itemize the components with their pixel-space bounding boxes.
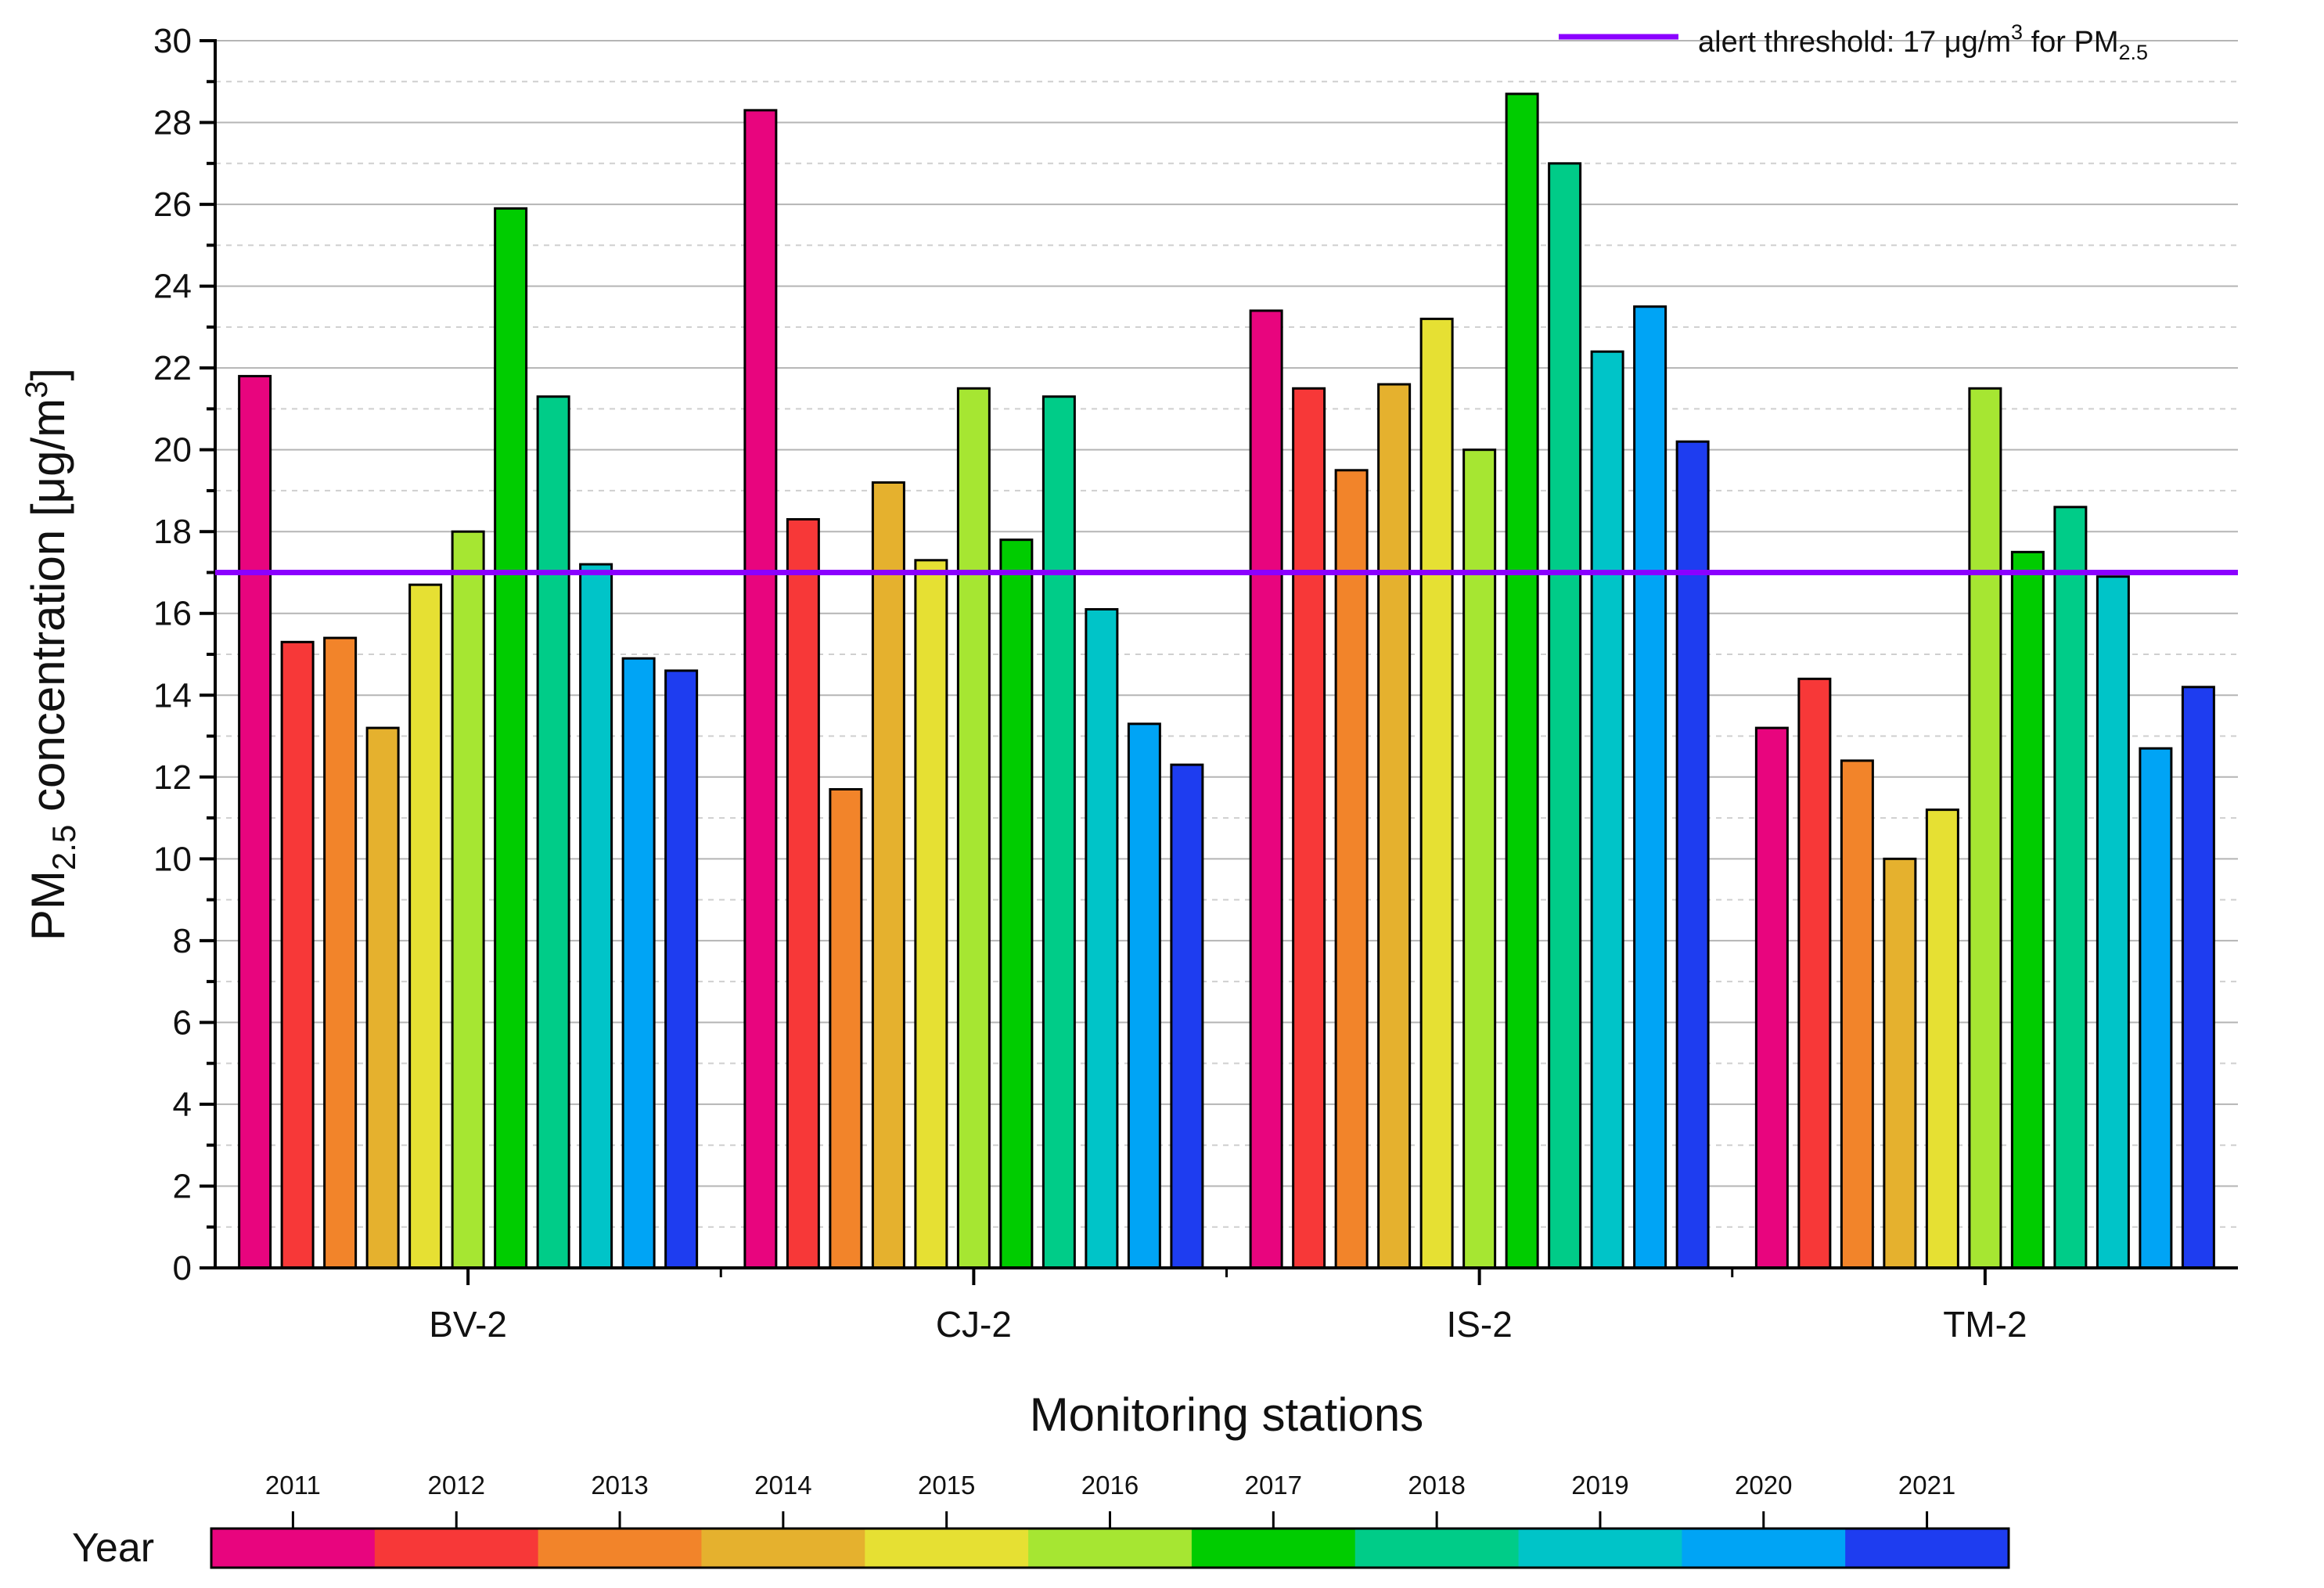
y-tick-label: 8: [173, 922, 192, 960]
colorbar-outline: [210, 1527, 2010, 1569]
bar-bv-2-2014: [365, 726, 400, 1269]
colorbar-swatch-2015: [865, 1529, 1029, 1568]
bar-tm-2-2020: [2139, 747, 2173, 1269]
colorbar-swatch-2016: [1028, 1529, 1193, 1568]
bar-tm-2-2014: [1883, 857, 1917, 1269]
bar-bv-2-2013: [323, 636, 358, 1269]
colorbar-swatch-2013: [538, 1529, 702, 1568]
bar-tm-2-2015: [1925, 808, 1959, 1269]
y-tick-label: 4: [173, 1086, 192, 1124]
y-tick-label: 6: [173, 1003, 192, 1042]
bar-tm-2-2019: [2096, 575, 2130, 1269]
y-tick-label: 12: [153, 758, 192, 797]
y-axis-title: PM2.5 concentration [μg/m3]: [20, 368, 82, 941]
y-tick-label: 2: [173, 1167, 192, 1205]
legend: alert threshold: 17 μg/m3 for PM2.5: [1559, 20, 2148, 64]
bars: [238, 92, 2215, 1269]
colorbar-label-2016: 2016: [1081, 1471, 1139, 1500]
axis-titles: Monitoring stations PM2.5 concentration […: [20, 368, 1423, 1441]
colorbar-swatch-2014: [701, 1529, 865, 1568]
bar-bv-2-2017: [494, 207, 528, 1269]
bar-is-2-2013: [1334, 469, 1369, 1269]
bar-cj-2-2020: [1127, 722, 1161, 1269]
bar-tm-2-2021: [2181, 686, 2215, 1269]
colorbar-label-2015: 2015: [918, 1471, 975, 1500]
y-tick-label: 10: [153, 840, 192, 878]
x-tick-label-is-2: IS-2: [1446, 1304, 1512, 1345]
colorbar-label-2019: 2019: [1571, 1471, 1628, 1500]
axes: BV-2 CJ-2 IS-2 TM-2024681012141618202224262…: [153, 22, 2238, 1345]
colorbar-swatch-2017: [1191, 1529, 1356, 1568]
colorbar-swatch-2019: [1518, 1529, 1682, 1568]
bar-is-2-2012: [1292, 387, 1326, 1269]
colorbar-label-2018: 2018: [1408, 1471, 1465, 1500]
bar-cj-2-2021: [1170, 763, 1204, 1269]
bar-cj-2-2014: [871, 481, 905, 1269]
y-tick-label: 14: [153, 676, 192, 715]
y-tick-label: 28: [153, 104, 192, 142]
colorbar-swatch-2021: [1845, 1529, 2009, 1568]
bar-is-2-2014: [1377, 383, 1412, 1269]
year-colorbar: 2011 2012 2013 2014 2015 2016 2017 2018 2019 2020…: [72, 1471, 2010, 1571]
bar-is-2-2015: [1419, 317, 1454, 1269]
bar-bv-2-2012: [280, 640, 315, 1269]
colorbar-swatch-2012: [374, 1529, 539, 1568]
bar-tm-2-2017: [2010, 550, 2045, 1269]
bar-is-2-2021: [1675, 440, 1710, 1269]
bar-is-2-2019: [1590, 350, 1624, 1269]
colorbar-label-2014: 2014: [754, 1471, 811, 1500]
x-tick-label-cj-2: CJ-2: [936, 1304, 1012, 1345]
bar-tm-2-2011: [1754, 726, 1789, 1269]
y-tick-label: 20: [153, 431, 192, 470]
y-tick-label: 16: [153, 595, 192, 633]
bar-cj-2-2012: [786, 518, 820, 1269]
colorbar-swatch-2018: [1354, 1529, 1520, 1568]
y-tick-label: 0: [173, 1249, 192, 1287]
bar-tm-2-2018: [2053, 506, 2088, 1269]
x-tick-label-tm-2: TM-2: [1943, 1304, 2027, 1345]
bar-bv-2-2015: [408, 583, 443, 1269]
legend-threshold-label: alert threshold: 17 μg/m3 for PM2.5: [1698, 20, 2148, 64]
bar-cj-2-2018: [1041, 395, 1076, 1269]
bar-is-2-2011: [1249, 309, 1283, 1269]
colorbar-title: Year: [72, 1525, 154, 1571]
bar-cj-2-2016: [956, 387, 991, 1269]
colorbar-label-2013: 2013: [591, 1471, 648, 1500]
bar-bv-2-2018: [536, 395, 570, 1269]
bar-tm-2-2013: [1840, 759, 1874, 1269]
bar-cj-2-2013: [829, 787, 863, 1269]
y-tick-label: 26: [153, 185, 192, 224]
y-tick-label: 24: [153, 268, 192, 306]
colorbar-label-2020: 2020: [1735, 1471, 1792, 1500]
colorbar-swatch-2011: [211, 1529, 376, 1568]
bar-cj-2-2017: [999, 538, 1034, 1269]
bar-bv-2-2016: [451, 530, 485, 1269]
bar-is-2-2020: [1633, 305, 1667, 1269]
colorbar-swatch-2020: [1682, 1529, 1846, 1568]
colorbar-label-2017: 2017: [1245, 1471, 1302, 1500]
bar-cj-2-2015: [914, 559, 948, 1269]
x-axis-title: Monitoring stations: [1030, 1388, 1424, 1441]
bar-tm-2-2012: [1797, 677, 1832, 1269]
y-tick-label: 22: [153, 349, 192, 387]
bar-is-2-2018: [1548, 162, 1582, 1269]
bar-bv-2-2019: [579, 563, 613, 1269]
colorbar-label-2011: 2011: [265, 1471, 321, 1500]
bar-bv-2-2021: [664, 669, 699, 1269]
bar-is-2-2017: [1505, 92, 1539, 1269]
bar-tm-2-2016: [1968, 387, 2002, 1269]
bar-bv-2-2011: [238, 375, 272, 1269]
bar-bv-2-2020: [621, 657, 656, 1269]
bar-cj-2-2019: [1085, 608, 1119, 1269]
colorbar-label-2021: 2021: [1898, 1471, 1955, 1500]
y-tick-label: 30: [153, 22, 192, 60]
colorbar-label-2012: 2012: [428, 1471, 485, 1500]
x-tick-label-bv-2: BV-2: [429, 1304, 507, 1345]
y-tick-label: 18: [153, 513, 192, 551]
bar-cj-2-2011: [743, 109, 778, 1269]
